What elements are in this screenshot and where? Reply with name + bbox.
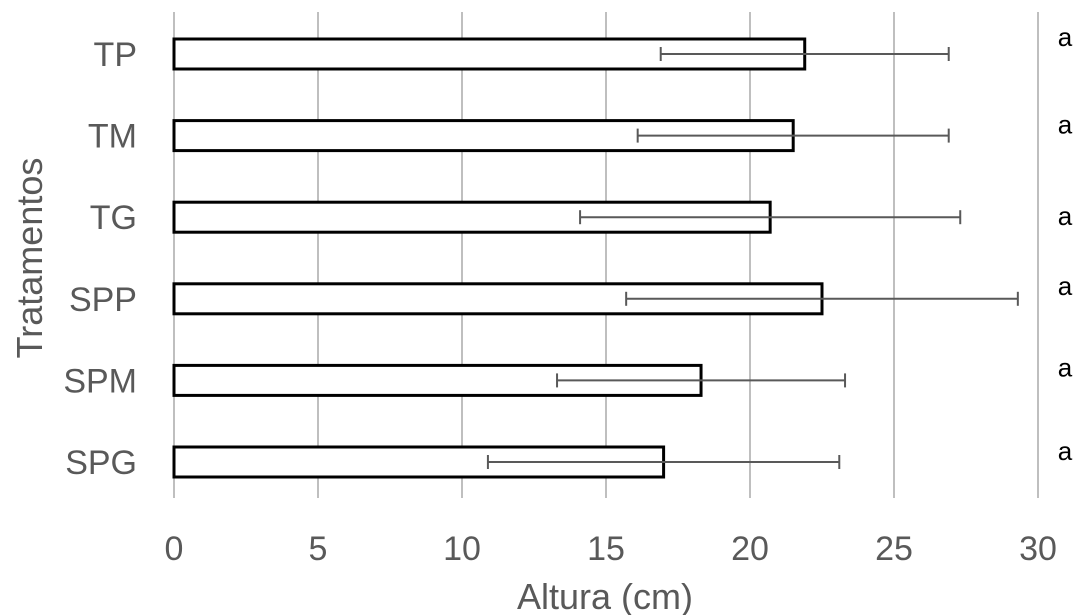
- significance-letter: a: [1058, 271, 1073, 301]
- y-axis-title: Tratamentos: [9, 158, 50, 359]
- category-label: TM: [88, 118, 137, 156]
- x-tick-label: 10: [443, 530, 481, 568]
- category-label: TP: [94, 36, 137, 74]
- bars: [172, 37, 824, 479]
- x-tick-labels: 0 5 10 15 20 25 30: [165, 530, 1057, 568]
- significance-letter: a: [1058, 352, 1073, 382]
- category-label: SPG: [65, 444, 137, 482]
- category-label: SPP: [69, 281, 137, 319]
- x-tick-label: 25: [875, 530, 913, 568]
- x-tick-label: 15: [587, 530, 625, 568]
- x-axis-title: Altura (cm): [517, 576, 693, 615]
- significance-letter: a: [1058, 22, 1073, 52]
- category-labels: TP TM TG SPP SPM SPG: [63, 36, 137, 482]
- x-tick-label: 30: [1019, 530, 1057, 568]
- grid-lines: [173, 12, 1039, 498]
- x-tick-label: 5: [309, 530, 328, 568]
- x-tick-label: 20: [731, 530, 769, 568]
- category-label: TG: [90, 199, 137, 237]
- category-label: SPM: [63, 362, 137, 400]
- significance-letters: a a a a a a: [1058, 22, 1073, 466]
- x-tick-label: 0: [165, 530, 184, 568]
- significance-letter: a: [1058, 201, 1073, 231]
- significance-letter: a: [1058, 110, 1073, 140]
- significance-letter: a: [1058, 436, 1073, 466]
- bar: [172, 282, 824, 316]
- error-bars: [486, 47, 1019, 469]
